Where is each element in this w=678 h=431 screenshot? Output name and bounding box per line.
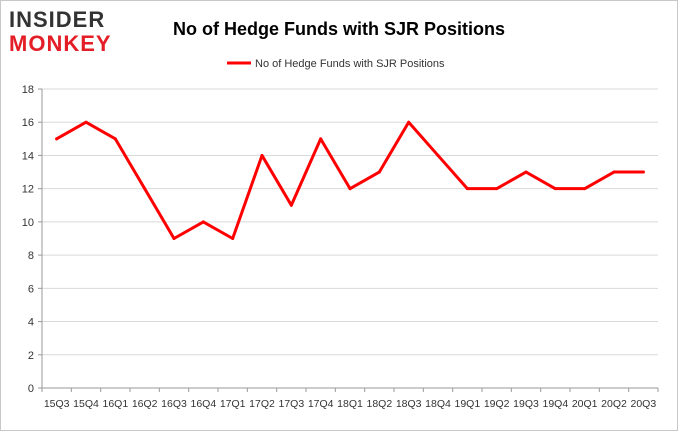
y-tick-label: 10 [22,217,34,229]
x-tick-label: 15Q3 [44,398,70,410]
x-tick-label: 16Q2 [132,398,158,410]
insider-monkey-logo: INSIDER MONKEY [9,7,129,57]
y-tick-label: 14 [22,150,34,162]
data-point [201,220,205,224]
series-line [55,120,645,240]
x-tick-label: 19Q2 [484,398,510,410]
data-point [641,170,645,174]
y-tick-label: 12 [22,184,34,196]
x-tick-label: 17Q3 [278,398,304,410]
y-tick-label: 8 [28,250,34,262]
y-axis-ticks: 0 2 4 6 8 10 12 14 16 18 [22,84,42,395]
x-tick-label: 20Q3 [630,398,656,410]
data-point [612,170,616,174]
x-tick-label: 19Q3 [513,398,539,410]
data-point [260,153,264,157]
y-tick-label: 18 [22,84,34,96]
x-tick-label: 15Q4 [73,398,99,410]
x-tick-label: 18Q4 [425,398,451,410]
data-point [231,237,235,240]
series-layer [55,120,645,240]
data-point [319,137,323,141]
x-axis-ticks: 15Q3 15Q4 16Q1 16Q2 16Q3 16Q4 17Q1 17Q2 17Q3 17Q4… [41,388,659,410]
y-tick-label: 16 [22,117,34,129]
y-tick-label: 6 [28,283,34,295]
data-point [436,153,440,157]
data-point [495,187,499,191]
data-point [407,120,411,124]
axes [41,89,658,389]
data-point [84,120,88,124]
y-tick-label: 0 [28,383,34,395]
x-tick-label: 18Q1 [337,398,363,410]
x-tick-label: 19Q4 [542,398,568,410]
x-tick-label: 18Q2 [366,398,392,410]
logo-line-1: INSIDER [9,7,106,32]
data-point [289,203,293,207]
x-tick-label: 18Q3 [396,398,422,410]
logo-line-2: MONKEY [9,31,112,56]
data-point [465,187,469,191]
x-tick-label: 17Q1 [220,398,246,410]
y-tick-label: 2 [28,350,34,362]
x-tick-label: 20Q2 [601,398,627,410]
legend: No of Hedge Funds with SJR Positions [227,58,445,70]
x-tick-label: 17Q2 [249,398,275,410]
x-tick-label: 20Q1 [572,398,598,410]
data-point [348,187,352,191]
data-point [377,170,381,174]
data-point [55,137,59,141]
data-point [143,187,147,191]
x-tick-label: 19Q1 [454,398,480,410]
x-tick-label: 16Q4 [190,398,216,410]
grid [42,88,658,356]
data-point [583,187,587,191]
y-tick-label: 4 [28,317,34,329]
x-tick-label: 17Q4 [308,398,334,410]
chart-title: No of Hedge Funds with SJR Positions [173,19,505,39]
data-point [524,170,528,174]
x-tick-label: 16Q1 [102,398,128,410]
legend-label: No of Hedge Funds with SJR Positions [255,58,445,70]
data-point [113,137,117,141]
x-tick-label: 16Q3 [161,398,187,410]
data-point [553,187,557,191]
data-point [172,237,176,240]
